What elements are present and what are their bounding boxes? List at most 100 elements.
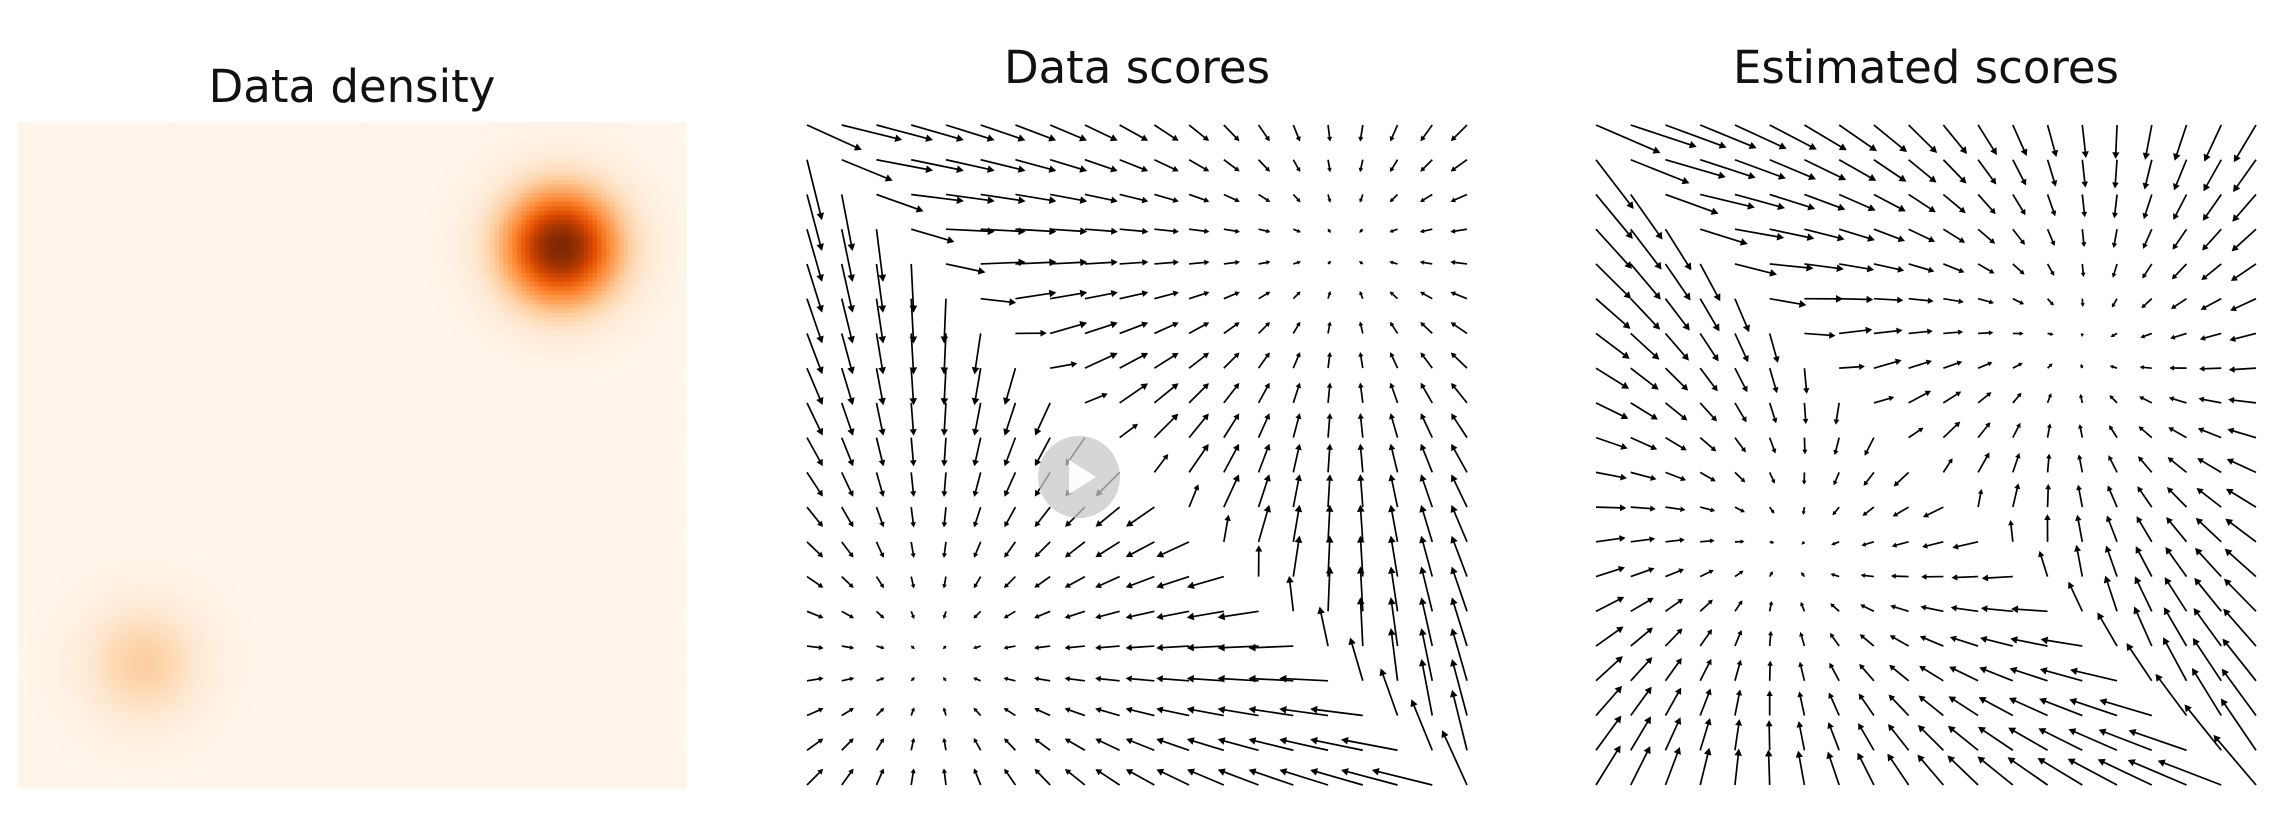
density-cell [134, 149, 139, 154]
density-cell [156, 686, 161, 691]
density-cell [58, 184, 63, 189]
density-cell [36, 628, 41, 633]
density-cell [147, 593, 152, 598]
density-cell [129, 544, 134, 549]
density-cell [80, 624, 85, 629]
density-cell [54, 131, 59, 136]
density-cell [80, 681, 85, 686]
density-cell [143, 282, 148, 287]
density-cell [85, 211, 90, 216]
density-cell [45, 393, 50, 398]
density-cell [54, 206, 59, 211]
density-cell [112, 388, 117, 393]
density-cell [147, 353, 152, 358]
density-cell [152, 664, 157, 669]
density-cell [22, 602, 27, 607]
density-cell [134, 233, 139, 238]
density-cell [134, 313, 139, 318]
density-cell [40, 180, 45, 185]
density-cell [147, 171, 152, 176]
density-cell [76, 695, 81, 700]
density-cell [67, 411, 72, 416]
density-cell [156, 149, 161, 154]
density-cell [138, 468, 143, 473]
density-cell [120, 388, 125, 393]
density-cell [103, 446, 108, 451]
density-cell [31, 730, 36, 735]
density-cell [71, 402, 76, 407]
density-cell [18, 530, 23, 535]
density-cell [112, 286, 117, 291]
density-cell [107, 300, 112, 305]
density-cell [98, 517, 103, 522]
density-cell [125, 246, 130, 251]
density-cell [67, 229, 72, 234]
density-cell [129, 211, 134, 216]
density-cell [76, 340, 81, 345]
density-cell [22, 677, 27, 682]
density-cell [58, 162, 63, 167]
density-cell [67, 544, 72, 549]
density-cell [152, 233, 157, 238]
density-cell [143, 451, 148, 456]
density-cell [71, 300, 76, 305]
density-cell [27, 659, 32, 664]
density-cell [80, 526, 85, 531]
density-cell [129, 384, 134, 389]
density-cell [58, 482, 63, 487]
density-cell [125, 628, 130, 633]
density-cell [22, 348, 27, 353]
density-cell [76, 202, 81, 207]
density-cell [120, 202, 125, 207]
density-cell [134, 668, 139, 673]
density-cell [31, 744, 36, 749]
density-cell [36, 459, 41, 464]
density-cell [18, 224, 23, 229]
density-cell [27, 291, 32, 296]
density-cell [125, 775, 130, 780]
density-cell [36, 149, 41, 154]
density-cell [18, 664, 23, 669]
density-cell [31, 681, 36, 686]
density-cell [31, 233, 36, 238]
density-cell [98, 615, 103, 620]
density-cell [63, 166, 68, 171]
density-cell [143, 220, 148, 225]
density-cell [18, 402, 23, 407]
density-cell [94, 264, 99, 269]
density-cell [161, 548, 166, 553]
density-cell [112, 215, 117, 220]
density-cell [27, 406, 32, 411]
density-cell [27, 739, 32, 744]
density-cell [71, 433, 76, 438]
density-cell [22, 637, 27, 642]
density-cell [63, 371, 68, 376]
density-cell [49, 517, 54, 522]
density-cell [36, 206, 41, 211]
density-cell [31, 353, 36, 358]
density-cell [18, 353, 23, 358]
density-cell [49, 735, 54, 740]
density-cell [112, 189, 117, 194]
density-cell [63, 717, 68, 722]
density-cell [40, 242, 45, 247]
density-cell [80, 530, 85, 535]
density-cell [63, 562, 68, 567]
density-cell [40, 393, 45, 398]
density-cell [112, 473, 117, 478]
density-cell [161, 202, 166, 207]
density-cell [76, 428, 81, 433]
density-cell [54, 224, 59, 229]
density-cell [161, 282, 166, 287]
density-cell [36, 526, 41, 531]
density-cell [152, 526, 157, 531]
density-cell [125, 557, 130, 562]
density-cell [27, 304, 32, 309]
density-cell [45, 766, 50, 771]
density-cell [161, 535, 166, 540]
density-cell [40, 384, 45, 389]
density-cell [76, 570, 81, 575]
density-cell [143, 615, 148, 620]
density-cell [89, 584, 94, 589]
density-cell [80, 131, 85, 136]
